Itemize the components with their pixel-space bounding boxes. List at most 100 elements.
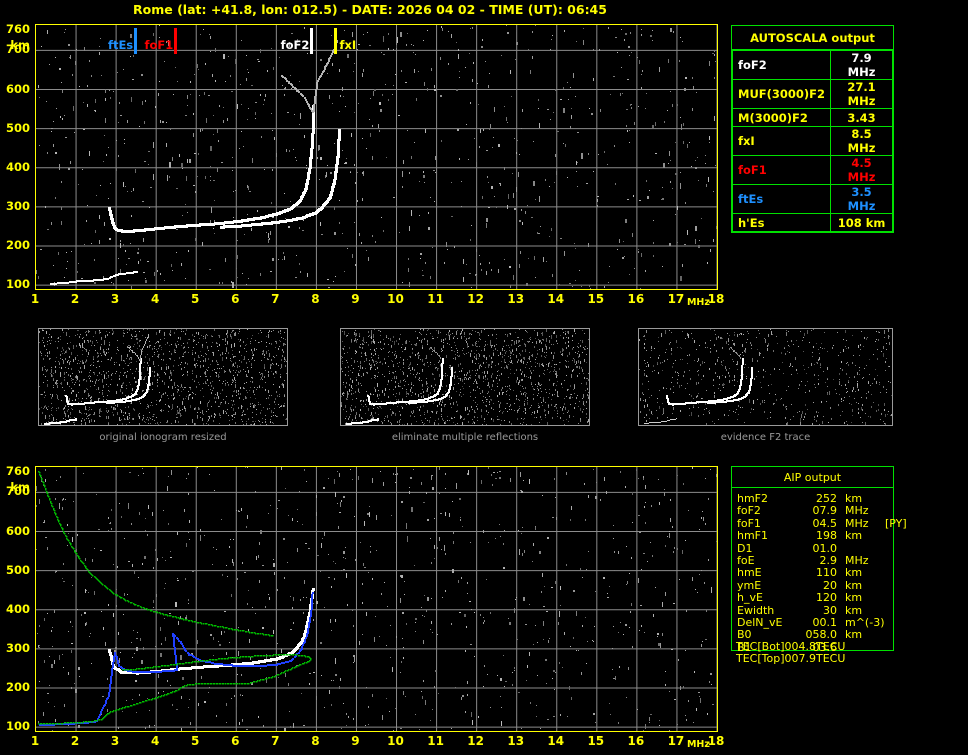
y-tick-500: 500 — [5, 562, 30, 577]
top-y-axis: 760 700 600 500 400 300 200 100 km — [0, 22, 33, 294]
aip-unit: MHz — [845, 553, 869, 567]
y-tick-700: 700 — [5, 42, 30, 57]
y-tick-700: 700 — [5, 484, 30, 499]
autoscala-row: fxI 8.5 MHz — [731, 126, 893, 156]
x-tick-12: 12 — [467, 734, 484, 748]
aip-value: 120 — [816, 591, 837, 605]
legend-marker-foF2 — [310, 28, 314, 54]
y-tick-200: 200 — [5, 679, 30, 694]
bottom-profile-plot[interactable] — [35, 466, 718, 732]
mid-panel-2-caption: eliminate multiple reflections — [391, 432, 539, 443]
aip-value: 110 — [816, 566, 837, 580]
aip-unit: km — [845, 591, 863, 605]
aip-param: h_vE — [737, 591, 763, 605]
aip-unit: MHz — [845, 516, 869, 530]
aip-unit: km — [845, 603, 863, 617]
mid-panel-original-ionogram[interactable] — [38, 328, 288, 426]
aip-unit: km — [845, 566, 863, 580]
aip-row: hmE 110 km — [737, 566, 893, 580]
top-ionogram-plot[interactable] — [35, 24, 718, 290]
x-tick-8: 8 — [311, 292, 320, 306]
x-tick-13: 13 — [507, 734, 525, 748]
aip-overflow-rows: TEC[Bot]004.8TECU TEC[Top]007.9TECU — [731, 640, 894, 665]
autoscala-value-fxi: 8.5 MHz — [830, 126, 893, 156]
top-x-axis: 1 2 3 4 5 6 7 8 9 10 11 12 13 14 15 16 17 18 MHz — [0, 292, 968, 312]
legend-marker-fxI — [334, 28, 338, 54]
x-tick-9: 9 — [351, 734, 360, 748]
aip-note: [PY] — [885, 516, 907, 530]
top-ionogram-canvas — [36, 25, 717, 289]
autoscala-key-fxi: fxI — [731, 126, 832, 156]
aip-value: 07.9 — [812, 504, 838, 518]
aip-value: 198 — [816, 529, 837, 543]
aip-param: B1 — [737, 640, 752, 654]
y-tick-760: 760 — [5, 22, 30, 36]
x-tick-11: 11 — [427, 734, 444, 748]
x-tick-5: 5 — [191, 292, 200, 306]
aip-param: TEC[Top] — [736, 652, 785, 666]
aip-value: 20 — [823, 578, 837, 592]
page-title: Rome (lat: +41.8, lon: 012.5) - DATE: 20… — [133, 2, 607, 17]
y-tick-200: 200 — [5, 237, 30, 252]
x-axis-unit: MHz — [686, 739, 710, 750]
aip-row: Ewidth 30 km — [737, 603, 893, 617]
aip-param: D1 — [737, 541, 753, 555]
aip-value: 058.0 — [805, 628, 838, 642]
aip-output-panel: AIP output hmF2 252 km foF2 07.9 MHz foF1 04.5 M… — [731, 466, 907, 654]
aip-row: hmF1 198 km — [737, 529, 893, 543]
legend-marker-ftEs — [134, 28, 138, 54]
aip-row: B0 058.0 km — [737, 628, 893, 642]
x-tick-2: 2 — [70, 292, 80, 306]
aip-row: TEC[Top]007.9TECU — [731, 652, 894, 666]
legend-label-foF1: foF1 — [144, 38, 174, 52]
y-tick-100: 100 — [5, 277, 30, 292]
x-tick-4: 4 — [150, 292, 160, 306]
autoscala-key-fof1: foF1 — [731, 155, 832, 185]
x-tick-3: 3 — [110, 734, 120, 748]
y-tick-100: 100 — [5, 719, 30, 734]
y-axis-unit: km — [10, 480, 30, 494]
aip-row: foF1 04.5 MHz [PY] — [737, 516, 907, 530]
x-tick-7: 7 — [271, 734, 280, 748]
autoscala-value-m3000f2: 3.43 — [830, 108, 893, 127]
autoscala-value-hes: 108 km — [830, 213, 893, 232]
x-tick-12: 12 — [467, 292, 484, 306]
y-axis-unit: km — [10, 38, 30, 52]
aip-row: D1 01.0 — [737, 541, 893, 555]
x-tick-18: 18 — [707, 292, 725, 306]
aip-value: 00.1 — [812, 615, 838, 629]
aip-unit: km — [845, 628, 863, 642]
y-tick-600: 600 — [5, 81, 30, 96]
aip-row: h_vE 120 km — [737, 591, 893, 605]
aip-param: B0 — [737, 628, 752, 642]
aip-param: hmF1 — [737, 529, 769, 543]
x-tick-17: 17 — [667, 734, 685, 748]
aip-param: foE — [737, 553, 755, 567]
mid-panel-2-canvas — [341, 329, 589, 425]
mid-panel-evidence-f2-trace[interactable] — [638, 328, 893, 426]
mid-panel-1-canvas — [39, 329, 287, 425]
aip-value: 007.9 — [784, 652, 817, 666]
x-tick-5: 5 — [191, 734, 200, 748]
bottom-x-axis: 1 2 3 4 5 6 7 8 9 10 11 12 13 14 15 16 17 18 MHz — [0, 734, 968, 754]
x-tick-14: 14 — [547, 292, 565, 306]
x-tick-1: 1 — [30, 734, 40, 748]
x-tick-6: 6 — [231, 292, 240, 306]
legend-label-fxI: fxI — [339, 38, 357, 52]
x-tick-7: 7 — [271, 292, 280, 306]
aip-row: ymE 20 km — [737, 578, 893, 592]
x-tick-11: 11 — [427, 292, 444, 306]
autoscala-key-hes: h'Es — [731, 213, 832, 232]
autoscala-title: AUTOSCALA output — [732, 26, 893, 50]
x-tick-18: 18 — [707, 734, 725, 748]
autoscala-row: M(3000)F2 3.43 — [731, 108, 893, 127]
top-legend: ftEs foF1 foF2 fxI — [0, 24, 968, 64]
aip-param: ymE — [737, 578, 762, 592]
mid-panel-eliminate-multiple-reflections[interactable] — [340, 328, 590, 426]
autoscala-value-fof1: 4.5 MHz — [830, 155, 893, 185]
aip-unit: km — [845, 529, 863, 543]
aip-value: 04.5 — [812, 516, 838, 530]
aip-unit: MHz — [845, 504, 869, 518]
aip-unit: TECU — [816, 640, 846, 653]
